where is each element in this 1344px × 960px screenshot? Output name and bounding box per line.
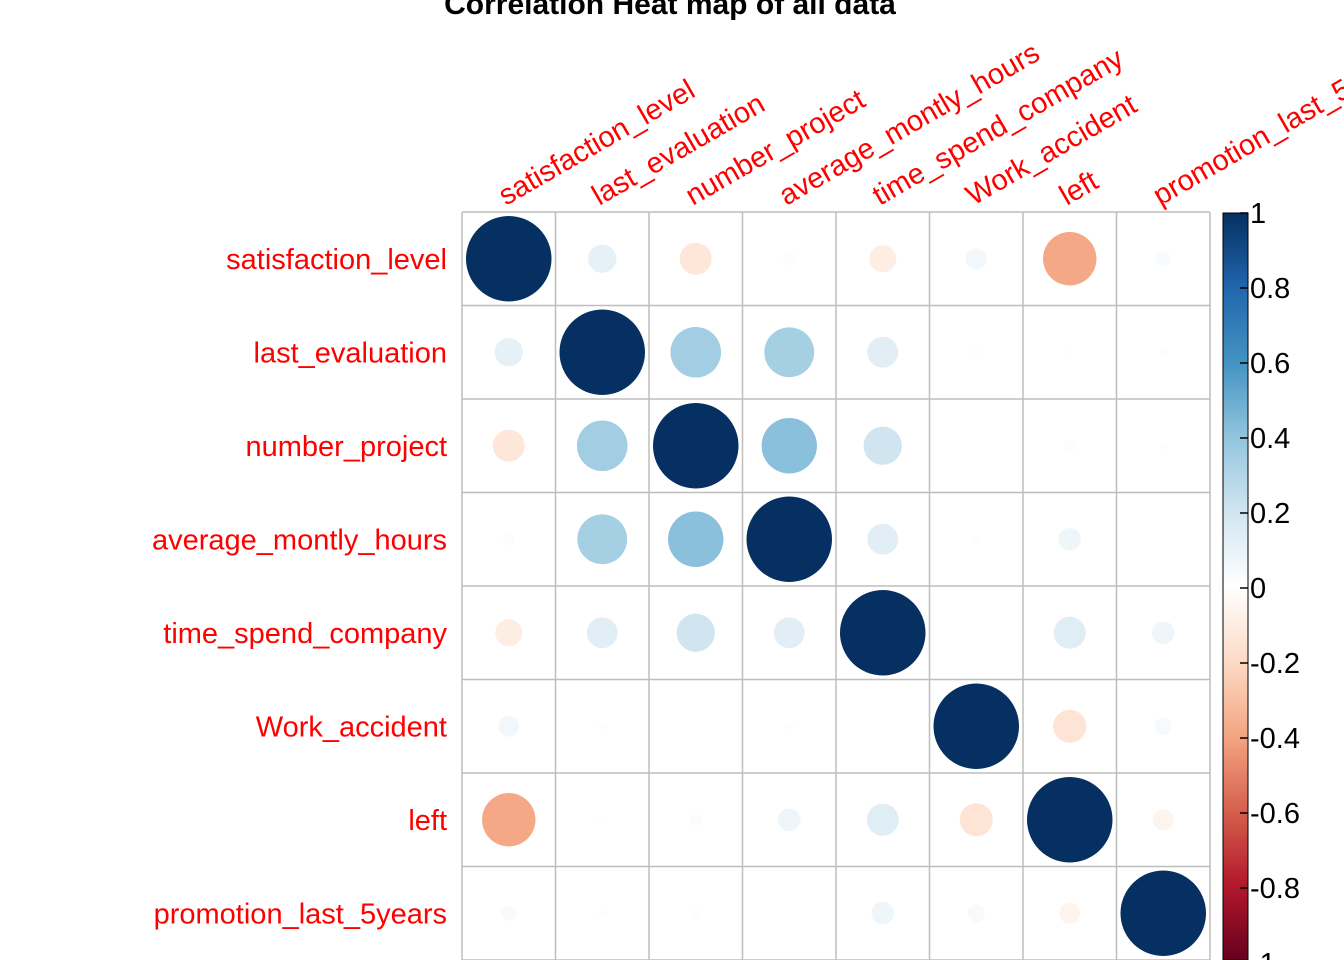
row-label-last_evaluation: last_evaluation bbox=[254, 337, 447, 369]
col-label-promotion_last_5years: promotion_last_5years bbox=[1148, 38, 1344, 212]
corr-circle-promotion_last_5years-satisfaction_level bbox=[501, 905, 517, 921]
colorbar-tick-label: 1 bbox=[1250, 198, 1266, 230]
correlation-circles bbox=[466, 216, 1206, 956]
corr-circle-last_evaluation-number_project bbox=[670, 326, 722, 378]
corr-circle-last_evaluation-last_evaluation bbox=[559, 309, 645, 395]
corr-circle-number_project-satisfaction_level bbox=[492, 429, 525, 462]
corr-circle-satisfaction_level-Work_accident bbox=[965, 248, 987, 270]
corr-circle-promotion_last_5years-Work_accident bbox=[967, 904, 985, 922]
corr-circle-last_evaluation-promotion_last_5years bbox=[1158, 347, 1168, 357]
corr-circle-time_spend_company-number_project bbox=[676, 613, 715, 652]
corr-circle-time_spend_company-satisfaction_level bbox=[495, 619, 523, 647]
colorbar-tick-label: 0.2 bbox=[1250, 498, 1290, 530]
corr-circle-last_evaluation-average_montly_hours bbox=[764, 327, 815, 378]
row-label-promotion_last_5years: promotion_last_5years bbox=[154, 898, 447, 930]
corr-circle-Work_accident-last_evaluation bbox=[597, 721, 607, 731]
corr-circle-left-last_evaluation bbox=[597, 815, 607, 825]
colorbar-tick-label: -0.8 bbox=[1250, 873, 1300, 905]
corr-circle-promotion_last_5years-number_project bbox=[691, 908, 701, 918]
corr-circle-Work_accident-Work_accident bbox=[933, 683, 1019, 769]
corr-circle-left-average_montly_hours bbox=[777, 808, 801, 832]
corr-circle-time_spend_company-average_montly_hours bbox=[773, 617, 805, 649]
corr-circle-Work_accident-satisfaction_level bbox=[498, 715, 520, 737]
corr-circle-satisfaction_level-left bbox=[1043, 232, 1097, 286]
colorbar-tick-label: -0.2 bbox=[1250, 648, 1300, 680]
corr-circle-average_montly_hours-last_evaluation bbox=[577, 514, 628, 565]
corr-circle-promotion_last_5years-time_spend_company bbox=[871, 901, 895, 925]
corr-circle-average_montly_hours-Work_accident bbox=[971, 534, 981, 544]
corr-circle-time_spend_company-left bbox=[1053, 616, 1086, 649]
corr-circle-Work_accident-average_montly_hours bbox=[784, 721, 794, 731]
colorbar: 1 0.8 0.6 0.4 0.2 0 -0.2 -0.4 -0.6 -0.8 -1 bbox=[1222, 198, 1300, 960]
corr-circle-left-number_project bbox=[689, 813, 702, 826]
row-labels: satisfaction_level last_evaluation number_… bbox=[152, 244, 448, 931]
row-label-time_spend_company: time_spend_company bbox=[163, 618, 447, 650]
corr-circle-satisfaction_level-satisfaction_level bbox=[466, 216, 552, 302]
colorbar-gradient bbox=[1222, 212, 1249, 960]
corr-circle-time_spend_company-time_spend_company bbox=[840, 590, 926, 676]
colorbar-tick-label: -0.6 bbox=[1250, 798, 1300, 830]
corr-circle-last_evaluation-Work_accident bbox=[971, 347, 981, 357]
corr-circle-satisfaction_level-last_evaluation bbox=[588, 244, 617, 273]
corr-circle-number_project-left bbox=[1063, 439, 1076, 452]
grid-lines bbox=[461, 211, 1211, 960]
column-labels: satisfaction_levellast_evaluationnumber_… bbox=[493, 37, 1344, 212]
row-label-average_montly_hours: average_montly_hours bbox=[152, 524, 447, 556]
corr-circle-last_evaluation-time_spend_company bbox=[867, 336, 899, 368]
corr-circle-satisfaction_level-average_montly_hours bbox=[783, 252, 796, 265]
corr-circle-Work_accident-promotion_last_5years bbox=[1154, 717, 1172, 735]
corr-circle-time_spend_company-promotion_last_5years bbox=[1151, 621, 1175, 645]
corr-circle-promotion_last_5years-promotion_last_5years bbox=[1120, 870, 1206, 956]
corr-circle-average_montly_hours-left bbox=[1058, 527, 1082, 551]
corr-circle-average_montly_hours-time_spend_company bbox=[867, 523, 899, 555]
corr-circle-number_project-promotion_last_5years bbox=[1158, 441, 1168, 451]
row-label-Work_accident: Work_accident bbox=[256, 711, 447, 743]
corr-circle-left-satisfaction_level bbox=[482, 793, 536, 847]
corr-circle-satisfaction_level-number_project bbox=[679, 242, 712, 275]
corr-circle-average_montly_hours-number_project bbox=[668, 511, 724, 567]
corr-circle-last_evaluation-left bbox=[1065, 347, 1075, 357]
corr-circle-left-time_spend_company bbox=[866, 803, 899, 836]
corr-circle-left-promotion_last_5years bbox=[1152, 809, 1174, 831]
corr-circle-left-left bbox=[1027, 777, 1113, 863]
colorbar-tick-label: -0.4 bbox=[1250, 723, 1300, 755]
colorbar-tick-label: 0 bbox=[1250, 573, 1266, 605]
corr-circle-Work_accident-left bbox=[1053, 709, 1087, 743]
colorbar-tick-label: 0.8 bbox=[1250, 273, 1290, 305]
corr-circle-average_montly_hours-satisfaction_level bbox=[502, 533, 515, 546]
corr-circle-left-Work_accident bbox=[959, 803, 993, 837]
colorbar-tick-label: 0.6 bbox=[1250, 348, 1290, 380]
chart-title: Correlation Heat map of all data bbox=[444, 0, 896, 21]
row-label-satisfaction_level: satisfaction_level bbox=[226, 244, 447, 276]
corr-circle-promotion_last_5years-last_evaluation bbox=[597, 908, 607, 918]
corr-circle-number_project-last_evaluation bbox=[576, 420, 628, 472]
colorbar-tick-label: 0.4 bbox=[1250, 423, 1290, 455]
corr-circle-satisfaction_level-time_spend_company bbox=[869, 245, 897, 273]
corr-circle-satisfaction_level-promotion_last_5years bbox=[1155, 251, 1171, 267]
col-label-left: left bbox=[1054, 165, 1104, 212]
corr-circle-last_evaluation-satisfaction_level bbox=[494, 338, 523, 367]
corr-circle-number_project-time_spend_company bbox=[863, 426, 902, 465]
row-label-left: left bbox=[408, 805, 447, 837]
corr-circle-number_project-number_project bbox=[653, 403, 739, 489]
corr-circle-average_montly_hours-average_montly_hours bbox=[746, 496, 832, 582]
colorbar-tick-label: -1 bbox=[1250, 948, 1276, 960]
corr-circle-number_project-average_montly_hours bbox=[761, 418, 817, 474]
corr-circle-time_spend_company-last_evaluation bbox=[586, 617, 618, 649]
row-label-number_project: number_project bbox=[246, 431, 448, 463]
corr-circle-promotion_last_5years-left bbox=[1059, 902, 1081, 924]
